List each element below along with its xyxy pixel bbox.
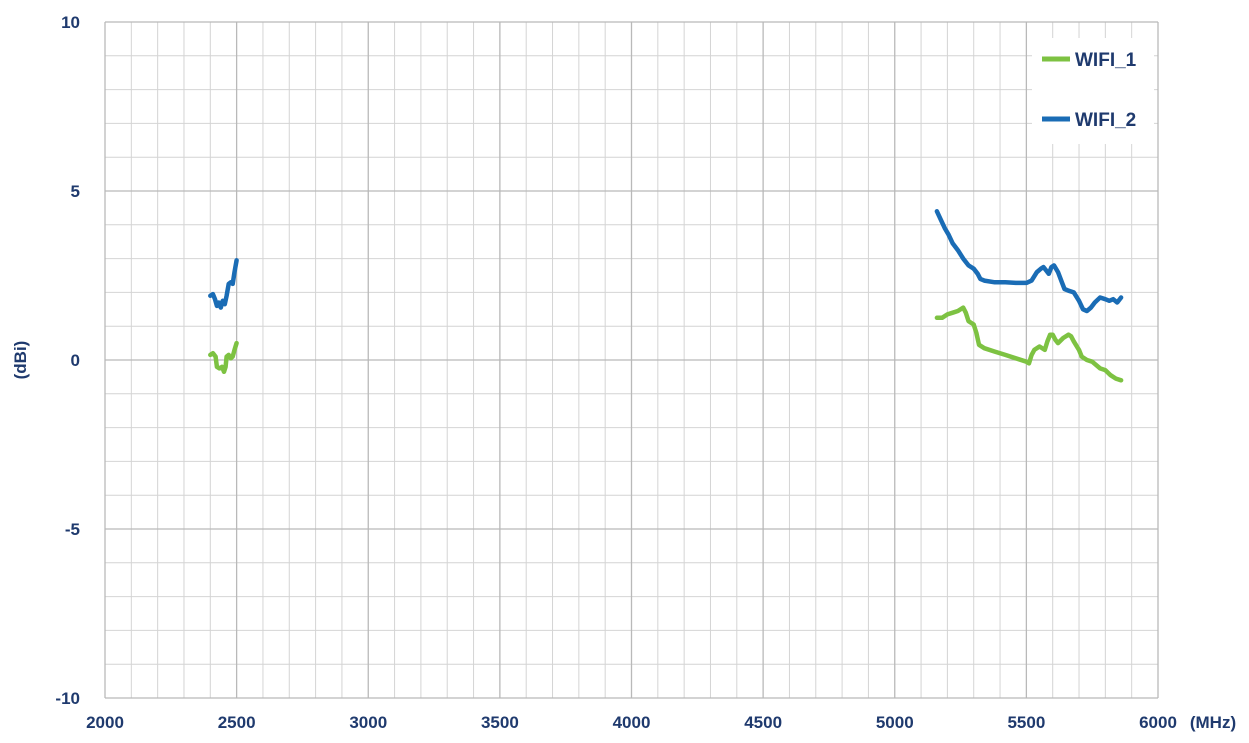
series-line-wifi-2 [934,209,1124,314]
y-axis-title: (dBi) [11,341,30,380]
x-tick-label: 2500 [218,713,256,732]
series-layer [208,209,1124,383]
x-tick-labels: 2000 2500 3000 3500 4000 4500 5000 5500 6000 [86,713,1177,732]
x-tick-label: 5500 [1007,713,1045,732]
x-tick-label: 3500 [481,713,519,732]
legend: WIFI_1 WIFI_2 [1032,38,1154,144]
y-tick-label: 0 [71,351,80,370]
series-line-wifi-2 [208,258,239,310]
legend-label-wifi-1: WIFI_1 [1075,50,1137,71]
x-tick-label: 4000 [613,713,651,732]
x-tick-label: 2000 [86,713,124,732]
y-tick-label: 10 [61,13,80,32]
legend-box [1032,38,1154,144]
series-line-wifi-1 [934,305,1124,383]
y-tick-label: -10 [55,689,80,708]
x-tick-label: 6000 [1139,713,1177,732]
x-axis-title: (MHz) [1190,713,1236,732]
x-tick-label: 4500 [744,713,782,732]
y-tick-label: 5 [71,182,80,201]
y-tick-labels: -10 -5 0 5 10 [55,13,80,708]
series-line-wifi-1 [208,340,239,375]
legend-label-wifi-2: WIFI_2 [1075,110,1136,131]
major-grid [104,21,1159,699]
y-tick-label: -5 [65,520,80,539]
x-tick-label: 3000 [349,713,387,732]
x-tick-label: 5000 [876,713,914,732]
